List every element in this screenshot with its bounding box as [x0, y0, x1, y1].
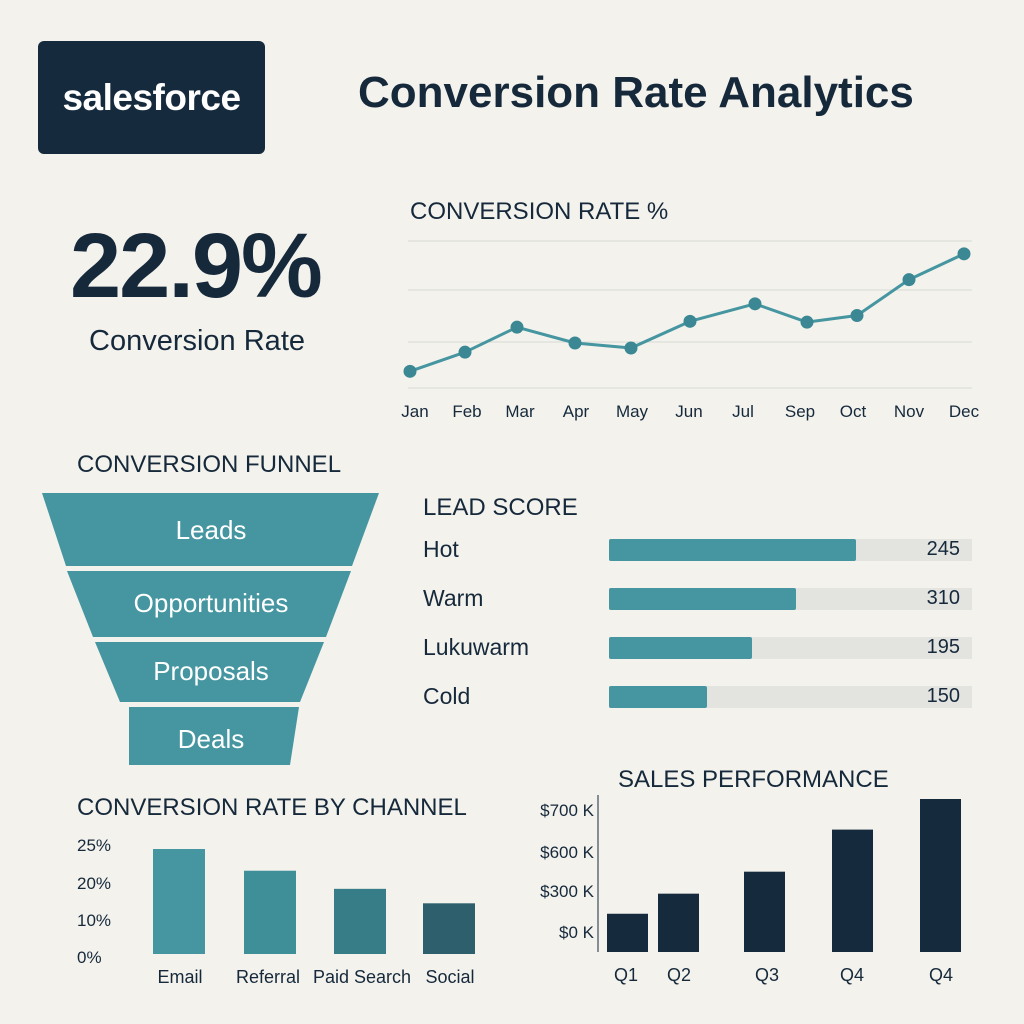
lead-score-bar [609, 539, 856, 561]
x-tick-label: Jan [401, 402, 428, 421]
x-tick-label: Paid Search [313, 967, 411, 987]
line-point-feb [458, 345, 472, 359]
funnel-stage-2 [95, 642, 324, 702]
x-tick-label: Mar [505, 402, 535, 421]
y-tick-label: $600 K [540, 843, 595, 862]
x-tick-label: Dec [949, 402, 980, 421]
x-tick-label: Feb [452, 402, 481, 421]
x-tick-label: Email [157, 967, 202, 987]
sales-bar-2 [744, 871, 785, 952]
lead-score-label: Lukuwarm [423, 634, 530, 660]
line-point-oct [850, 309, 864, 322]
line-point-dec [957, 247, 971, 261]
y-tick-label: 25% [77, 836, 111, 855]
sales-bar-4 [920, 799, 961, 952]
lead-score-bar [609, 588, 796, 610]
channel-bar-email [153, 849, 205, 954]
channel-chart-title: CONVERSION RATE BY CHANNEL [77, 794, 467, 821]
kpi-value: 22.9% [70, 215, 323, 317]
sales-bar-0 [607, 913, 648, 952]
sales-chart-title: SALES PERFORMANCE [618, 766, 889, 793]
x-tick-label: Q1 [614, 965, 638, 985]
line-point-nov [902, 273, 916, 287]
funnel-stage-3 [129, 707, 299, 765]
line-point-jun [683, 314, 697, 328]
funnel-label: Opportunities [134, 588, 289, 618]
lead-score-bar [609, 637, 753, 659]
x-tick-label: Q3 [755, 965, 779, 985]
y-tick-label: $700 K [540, 801, 595, 820]
lead-score-track [609, 686, 972, 708]
funnel-title: CONVERSION FUNNEL [77, 451, 342, 478]
line-point-apr [568, 336, 582, 350]
x-tick-label: Q4 [840, 965, 864, 985]
x-tick-label: Apr [563, 402, 590, 421]
lead-score-title: LEAD SCORE [423, 494, 578, 521]
line-point-jan [403, 364, 417, 378]
lead-score-bar [609, 686, 707, 708]
x-tick-label: Q4 [929, 965, 953, 985]
page-title: Conversion Rate Analytics [358, 68, 914, 117]
lead-score-track [609, 588, 972, 610]
sales-bar-3 [832, 829, 873, 952]
x-tick-label: May [616, 402, 649, 421]
x-tick-label: Jul [732, 402, 754, 421]
lead-score-label: Cold [423, 683, 471, 709]
lead-score-track [609, 637, 972, 659]
channel-bar-social [423, 903, 475, 954]
y-tick-label: $300 K [540, 882, 595, 901]
x-tick-label: Social [425, 967, 474, 987]
x-tick-label: Sep [785, 402, 815, 421]
y-tick-label: 10% [77, 911, 111, 930]
line-series [409, 252, 965, 373]
funnel-stage-0 [42, 493, 379, 566]
funnel-label: Deals [178, 724, 244, 754]
lead-score-label: Warm [423, 585, 484, 611]
funnel-label: Proposals [153, 656, 269, 686]
sales-bar-1 [658, 893, 699, 952]
x-tick-label: Jun [675, 402, 702, 421]
channel-bar-paid-search [334, 888, 386, 954]
line-point-sep [800, 315, 814, 329]
salesforce-logo: salesforce [38, 41, 265, 154]
funnel-stage-1 [67, 571, 351, 637]
line-point-jul [748, 297, 762, 311]
y-tick-label: $0 K [559, 923, 595, 942]
x-tick-label: Referral [236, 967, 300, 987]
x-tick-label: Q2 [667, 965, 691, 985]
line-point-mar [510, 320, 524, 334]
lead-score-value: 150 [926, 685, 960, 707]
line-point-may [624, 341, 638, 355]
lead-score-value: 245 [926, 538, 960, 560]
logo-text: salesforce [62, 76, 241, 118]
y-tick-label: 0% [77, 948, 102, 967]
line-chart-title: CONVERSION RATE % [410, 198, 669, 225]
x-tick-label: Nov [894, 402, 925, 421]
lead-score-label: Hot [423, 536, 459, 562]
x-tick-label: Oct [840, 402, 867, 421]
funnel-label: Leads [176, 515, 247, 545]
channel-bar-referral [244, 870, 296, 954]
kpi-label: Conversion Rate [89, 325, 305, 357]
lead-score-track [609, 539, 972, 561]
y-tick-label: 20% [77, 874, 111, 893]
lead-score-value: 195 [926, 636, 960, 658]
lead-score-value: 310 [926, 587, 960, 609]
